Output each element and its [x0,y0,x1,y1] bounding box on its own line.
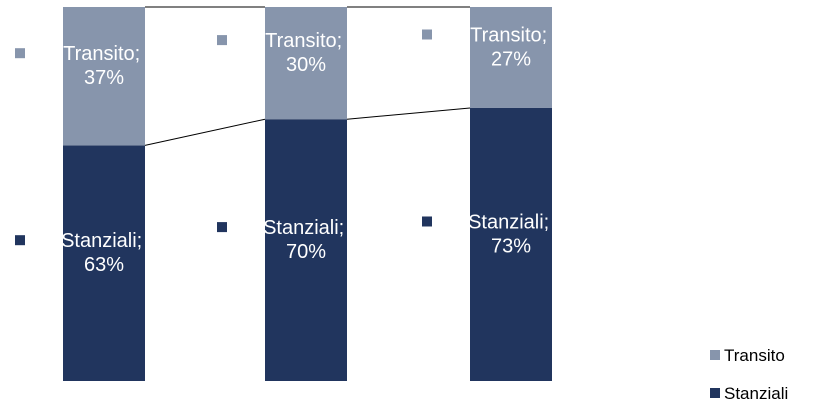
legend-swatch-stanziali [710,388,720,398]
data-label-marker [217,35,227,46]
data-label-line1: Transito; 2 [63,43,157,65]
data-label-line1: Transito; 2 [265,30,359,52]
series-lines [144,6,471,146]
legend-label-transito: Transito [724,346,785,365]
data-label-line2: 27% [491,48,531,70]
data-label-line1: Transito; 2 [470,24,564,46]
data-label-marker [15,48,25,59]
data-labels: Stanziali; 263%Transito; 237%Stanziali; … [15,24,566,276]
data-label-marker [422,216,432,227]
legend-swatch-transito [710,350,720,360]
data-label-stanziali-3: Stanziali; 273% [422,211,566,257]
data-label-line1: Stanziali; 2 [263,217,361,239]
data-label-transito-3: Transito; 227% [422,24,564,70]
data-label-line2: 73% [491,235,531,257]
bar-stanziali-1 [63,145,145,381]
data-label-line2: 30% [286,54,326,76]
bar-stanziali-2 [265,119,347,381]
data-label-marker [15,235,25,246]
bar-transito-3 [470,7,552,108]
data-label-line2: 70% [286,241,326,263]
legend-item-stanziali: Stanziali [710,384,788,403]
data-label-line2: 63% [84,254,124,276]
data-label-stanziali-2: Stanziali; 270% [217,217,361,263]
data-label-marker [217,222,227,233]
data-label-line2: 37% [84,67,124,89]
bar-stanziali-3 [470,107,552,381]
legend: Transito Stanziali [710,346,788,403]
legend-item-transito: Transito [710,346,785,365]
bars [63,7,552,381]
data-label-transito-2: Transito; 230% [217,30,359,76]
bar-transito-1 [63,7,145,146]
data-label-transito-1: Transito; 237% [15,43,157,89]
series-line [346,107,471,120]
series-line [144,118,266,146]
data-label-stanziali-1: Stanziali; 263% [15,230,159,276]
data-label-line1: Stanziali; 2 [61,230,159,252]
bar-transito-2 [265,7,347,120]
data-label-marker [422,29,432,40]
data-label-line1: Stanziali; 2 [468,211,566,233]
legend-label-stanziali: Stanziali [724,384,788,403]
